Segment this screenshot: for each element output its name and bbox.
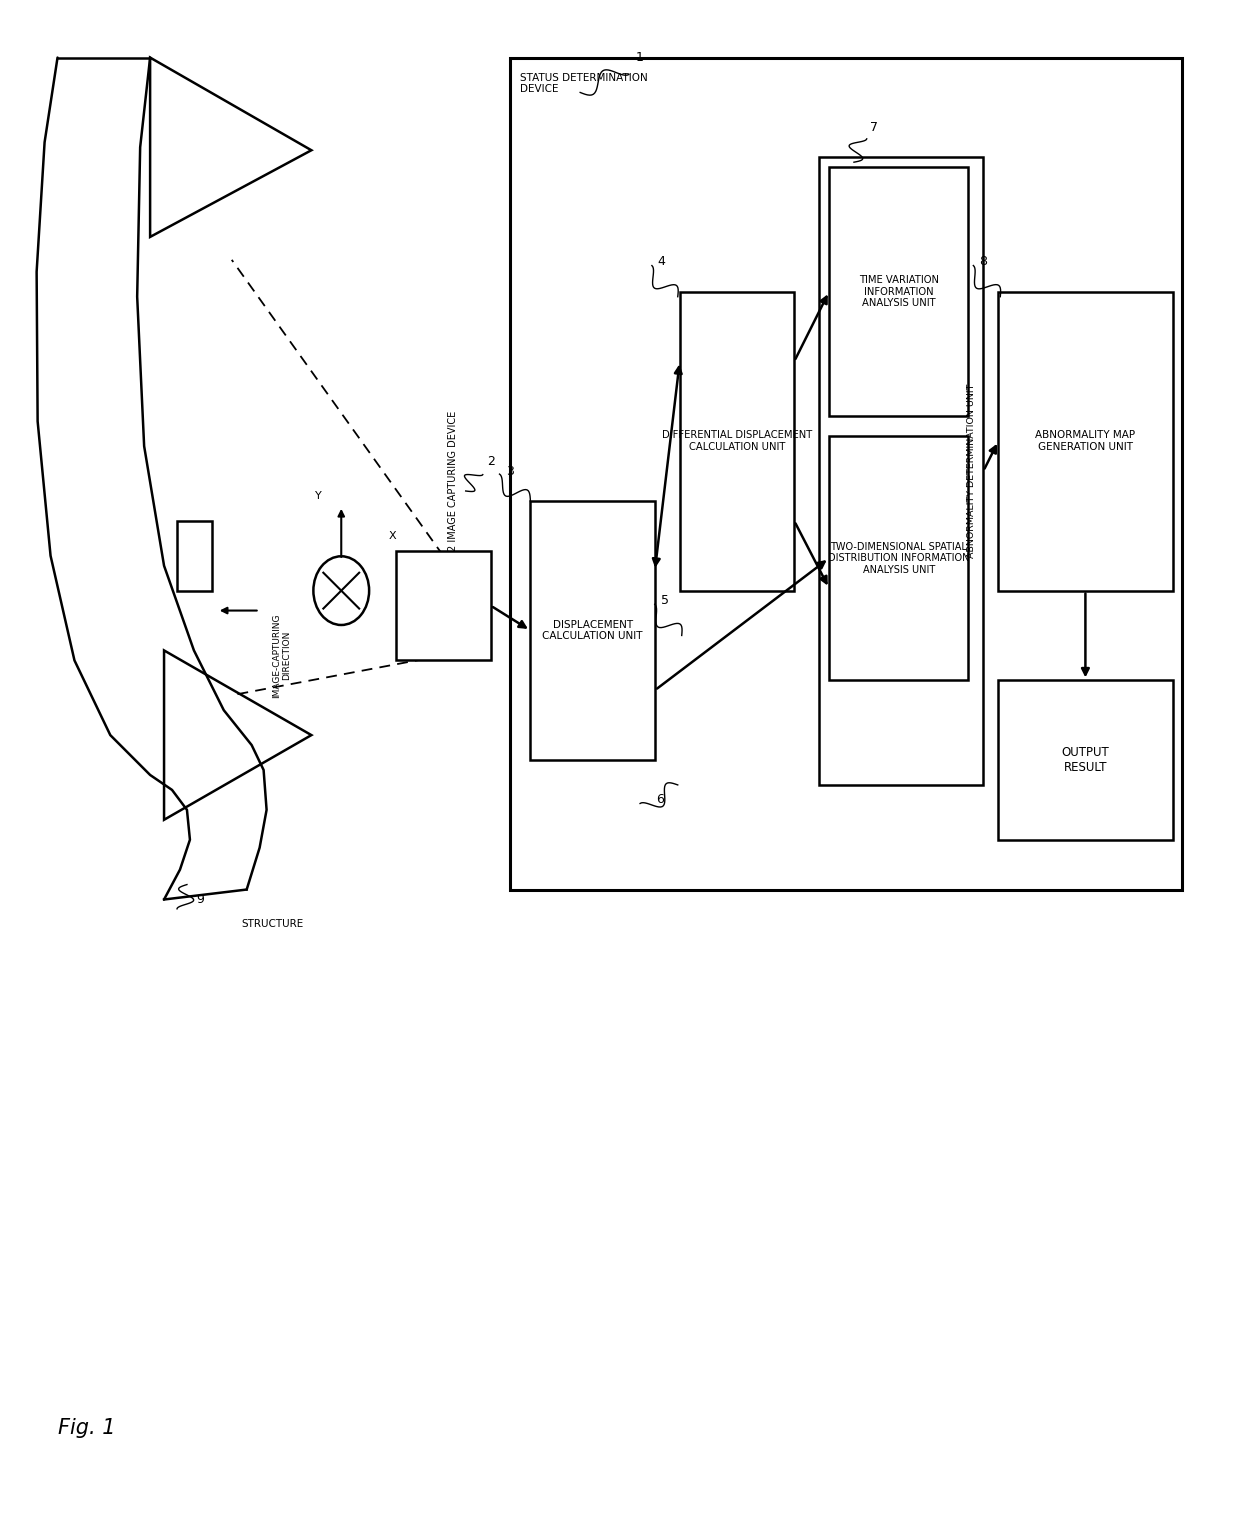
Text: 7: 7 <box>869 121 878 134</box>
Text: DISPLACEMENT
CALCULATION UNIT: DISPLACEMENT CALCULATION UNIT <box>542 620 642 641</box>
Text: X: X <box>389 531 397 541</box>
Text: TIME VARIATION
INFORMATION
ANALYSIS UNIT: TIME VARIATION INFORMATION ANALYSIS UNIT <box>859 275 939 308</box>
Text: 9: 9 <box>196 893 203 906</box>
Text: ABNORMALITY MAP
GENERATION UNIT: ABNORMALITY MAP GENERATION UNIT <box>1035 431 1136 452</box>
Text: STATUS DETERMINATION
DEVICE: STATUS DETERMINATION DEVICE <box>521 72 649 95</box>
Bar <box>830 166 968 417</box>
Text: 2 IMAGE CAPTURING DEVICE: 2 IMAGE CAPTURING DEVICE <box>448 411 458 551</box>
Bar <box>998 681 1173 840</box>
Text: Y: Y <box>315 492 321 501</box>
Bar <box>998 292 1173 591</box>
Text: 4: 4 <box>658 255 666 269</box>
Text: IMAGE-CAPTURING
DIRECTION: IMAGE-CAPTURING DIRECTION <box>272 614 291 698</box>
Text: ABNORMALITY DETERMINATION UNIT: ABNORMALITY DETERMINATION UNIT <box>967 383 976 559</box>
Text: TWO-DIMENSIONAL SPATIAL
DISTRIBUTION INFORMATION
ANALYSIS UNIT: TWO-DIMENSIONAL SPATIAL DISTRIBUTION INF… <box>828 542 970 574</box>
Bar <box>511 58 1183 890</box>
Bar <box>396 551 491 660</box>
Bar <box>177 521 212 591</box>
Text: 3: 3 <box>507 464 515 478</box>
Bar <box>531 501 655 760</box>
Bar <box>830 437 968 681</box>
Text: 5: 5 <box>661 594 668 608</box>
Text: 8: 8 <box>980 255 987 269</box>
Text: STRUCTURE: STRUCTURE <box>242 919 304 930</box>
Text: 6: 6 <box>656 794 663 806</box>
Text: OUTPUT
RESULT: OUTPUT RESULT <box>1061 747 1110 774</box>
Text: 1: 1 <box>636 50 644 64</box>
Bar <box>820 157 983 785</box>
Text: 2: 2 <box>486 455 495 467</box>
Text: Fig. 1: Fig. 1 <box>57 1417 115 1437</box>
Text: DIFFERENTIAL DISPLACEMENT
CALCULATION UNIT: DIFFERENTIAL DISPLACEMENT CALCULATION UN… <box>662 431 812 452</box>
Bar <box>680 292 794 591</box>
